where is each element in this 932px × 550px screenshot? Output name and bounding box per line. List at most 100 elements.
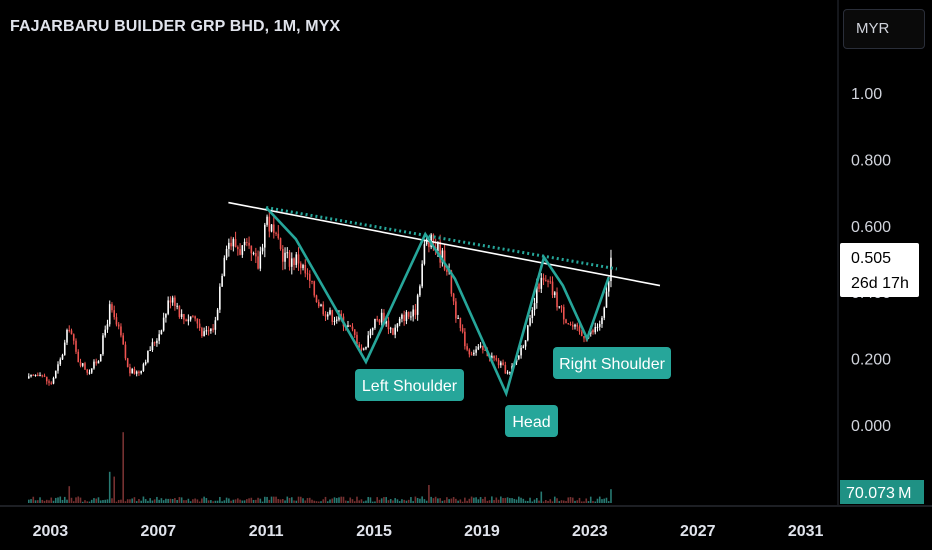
candle-body <box>165 313 167 318</box>
candle-body <box>398 318 401 324</box>
volume-bar <box>275 496 277 503</box>
volume-bar <box>93 498 95 503</box>
volume-bar <box>36 500 39 503</box>
candle-body <box>120 326 122 336</box>
candle <box>36 372 39 377</box>
candle-body <box>223 257 226 276</box>
volume-bar <box>239 499 241 503</box>
volume-bar <box>117 499 120 503</box>
volume-bar <box>273 496 275 503</box>
volume-bar <box>423 499 426 503</box>
volume-bar <box>446 497 448 503</box>
volume-bar <box>533 499 536 503</box>
volume-bar <box>464 497 466 503</box>
candle-body <box>475 349 477 353</box>
candle-body <box>230 242 232 247</box>
price-tick-label: 1.00 <box>851 86 882 103</box>
candle-body <box>32 374 35 376</box>
candle-body <box>531 309 534 319</box>
volume-bar <box>133 497 136 503</box>
volume-bar <box>27 499 30 503</box>
volume-bar <box>506 497 509 503</box>
candle-body <box>583 336 585 339</box>
volume-bar <box>111 498 113 503</box>
volume-bar <box>529 497 531 503</box>
candle-body <box>288 252 291 267</box>
candle-body <box>59 359 62 365</box>
candle <box>61 353 64 360</box>
candle-body <box>178 305 181 317</box>
currency-selector[interactable]: MYR <box>843 9 925 49</box>
volume-bar <box>468 498 471 503</box>
candle <box>365 346 367 351</box>
left-shoulder-label: Left Shoulder <box>355 369 464 401</box>
candle <box>264 222 266 258</box>
candle-body <box>113 310 116 318</box>
candle-body <box>52 377 55 384</box>
candle <box>86 368 89 376</box>
candle <box>473 349 475 356</box>
candle <box>360 344 363 352</box>
candle <box>210 328 212 334</box>
volume-bar <box>97 497 100 503</box>
candle <box>477 343 480 351</box>
candle <box>524 340 527 350</box>
candle-body <box>174 297 176 306</box>
candle <box>464 328 466 350</box>
candle <box>542 273 545 286</box>
candle-body <box>331 310 334 322</box>
volume-bar <box>583 501 585 503</box>
candle <box>140 370 142 375</box>
candle-body <box>77 351 80 363</box>
candle <box>313 280 316 298</box>
volume-bar <box>549 499 552 503</box>
last-price-box <box>840 243 919 297</box>
candle-body <box>558 306 561 308</box>
volume-bar <box>95 498 98 503</box>
volume-bar <box>243 500 246 503</box>
candle <box>504 361 507 374</box>
candle-body <box>416 295 419 315</box>
candle <box>219 283 221 313</box>
candle-body <box>452 293 455 302</box>
volume-bar <box>189 501 192 503</box>
volume-bar <box>457 500 459 503</box>
candle <box>527 324 529 342</box>
candle-body <box>266 216 268 225</box>
volume-bar <box>353 501 356 503</box>
candle-body <box>578 326 581 332</box>
volume-bar <box>194 498 196 503</box>
candle <box>547 279 549 288</box>
candle-body <box>495 358 498 360</box>
candle-body <box>473 352 475 355</box>
candle-body <box>122 335 124 345</box>
volume-bar <box>158 499 160 503</box>
candle-body <box>567 323 570 325</box>
candle <box>41 374 44 378</box>
candle <box>520 345 522 359</box>
volume-bar <box>360 499 363 503</box>
candle <box>553 291 556 298</box>
candle-body <box>576 324 579 327</box>
candle <box>452 292 455 306</box>
candle-body <box>360 347 363 350</box>
candle-body <box>88 372 91 374</box>
candle <box>108 300 111 327</box>
volume-bar <box>293 500 295 503</box>
head-label: Head <box>505 405 558 437</box>
volume-bar <box>313 500 316 503</box>
candle-body <box>596 326 599 328</box>
volume-bar <box>126 499 129 503</box>
candle-body <box>131 368 133 374</box>
volume-bar <box>203 496 205 503</box>
candle <box>158 330 160 345</box>
candle-body <box>93 361 95 369</box>
volume-bar <box>513 498 516 503</box>
candle-body <box>340 313 343 317</box>
candle-body <box>142 364 145 371</box>
candle-body <box>299 263 302 269</box>
left-shoulder-label-box <box>355 369 464 401</box>
candle <box>162 312 165 332</box>
candle <box>378 318 381 325</box>
